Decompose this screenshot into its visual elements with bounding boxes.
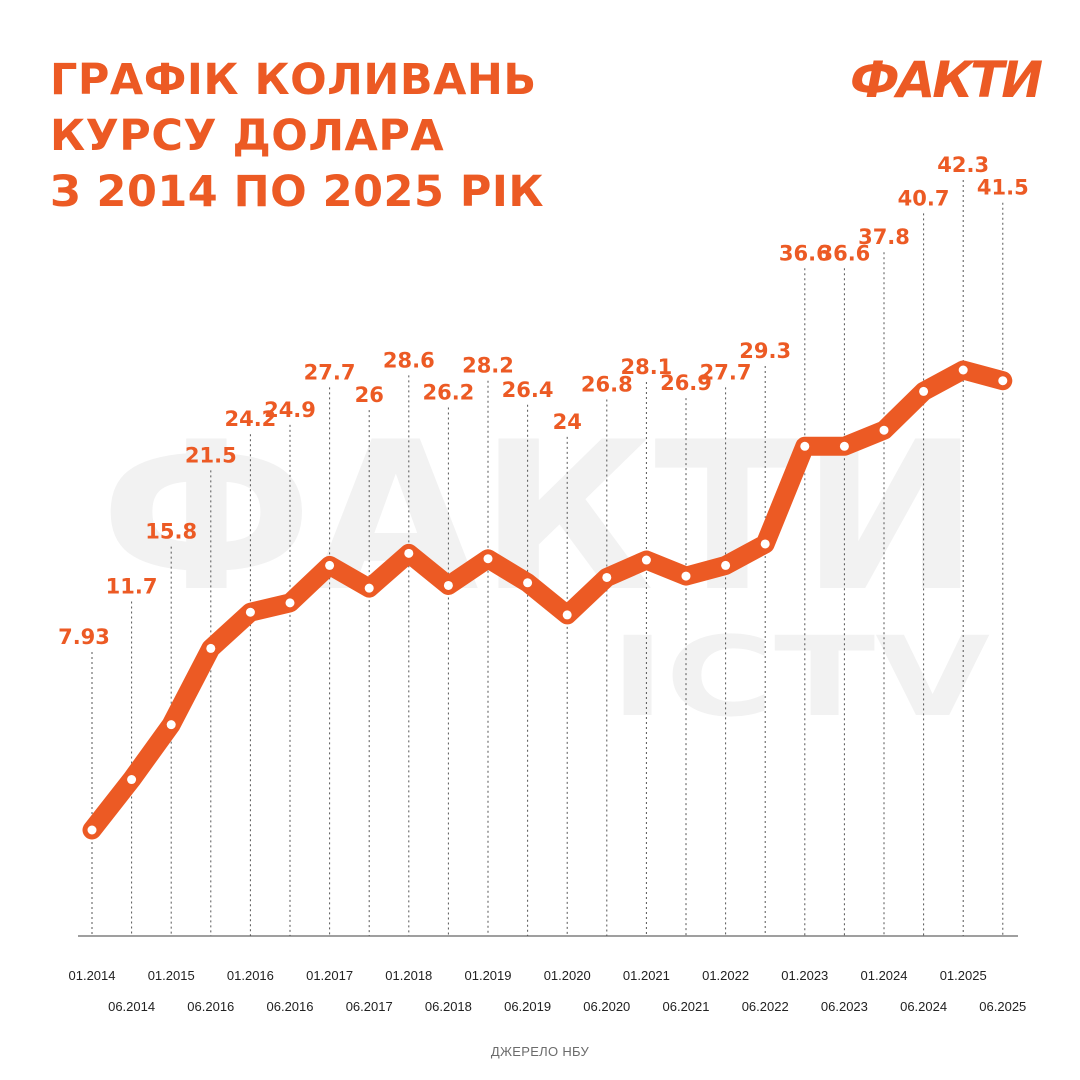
data-point: [760, 539, 770, 549]
data-point: [839, 441, 849, 451]
data-label: 27.7: [700, 360, 752, 384]
data-point: [919, 386, 929, 396]
data-label: 26.9: [660, 371, 712, 395]
data-label: 11.7: [106, 575, 158, 599]
x-tick-label: 06.2019: [504, 999, 551, 1014]
data-label: 37.8: [858, 225, 910, 249]
data-label: 27.7: [304, 360, 356, 384]
data-label: 28.6: [383, 348, 435, 372]
data-point: [958, 365, 968, 375]
data-label: 26.4: [502, 378, 554, 402]
watermark-subtext: ICTV: [610, 613, 990, 741]
x-tick-label: 06.2014: [108, 999, 155, 1014]
data-point: [523, 578, 533, 588]
series-line: [82, 360, 1013, 840]
x-tick-label: 06.2024: [900, 999, 947, 1014]
data-label: 26.2: [422, 380, 474, 404]
title-line-3: З 2014 ПО 2025 РІК: [50, 167, 544, 217]
data-point: [721, 560, 731, 570]
x-tick-label: 06.2016: [187, 999, 234, 1014]
data-point: [245, 607, 255, 617]
data-point: [641, 555, 651, 565]
title-line-1: ГРАФІК КОЛИВАНЬ: [50, 55, 537, 105]
data-label: 24.9: [264, 398, 316, 422]
data-points: [87, 365, 1008, 835]
x-tick-label: 01.2019: [465, 968, 512, 983]
data-point: [800, 441, 810, 451]
data-point: [483, 554, 493, 564]
title-line-2: КУРСУ ДОЛАРА: [50, 111, 445, 161]
data-label: 42.3: [937, 153, 989, 177]
x-tick-label: 01.2016: [227, 968, 274, 983]
data-point: [285, 598, 295, 608]
data-point: [681, 571, 691, 581]
x-tick-label: 01.2014: [69, 968, 116, 983]
source-note: ДЖЕРЕЛО НБУ: [490, 1044, 590, 1059]
x-tick-label: 01.2020: [544, 968, 591, 983]
data-label: 36.6: [779, 241, 831, 265]
data-label: 26.8: [581, 372, 633, 396]
data-label: 26: [355, 383, 384, 407]
x-tick-label: 01.2025: [940, 968, 987, 983]
data-point: [443, 580, 453, 590]
x-tick-label: 06.2016: [267, 999, 314, 1014]
drop-lines: [91, 180, 1004, 936]
data-label: 24.2: [224, 407, 276, 431]
x-tick-label: 01.2024: [861, 968, 908, 983]
data-point: [206, 643, 216, 653]
data-label: 41.5: [977, 176, 1029, 200]
data-point: [166, 720, 176, 730]
x-tick-label: 01.2017: [306, 968, 353, 983]
data-labels: 7.9311.715.821.524.224.927.72628.626.228…: [58, 153, 1029, 649]
x-tick-label: 06.2021: [663, 999, 710, 1014]
x-tick-label: 06.2022: [742, 999, 789, 1014]
x-tick-label: 06.2023: [821, 999, 868, 1014]
data-point: [562, 610, 572, 620]
x-tick-labels: 01.2014 06.2014 01.2015 06.2016 01.2016 06.20…: [69, 968, 1027, 1014]
data-label: 7.93: [58, 625, 110, 649]
x-tick-label: 01.2022: [702, 968, 749, 983]
data-label: 29.3: [739, 339, 791, 363]
brand-logo: ФАКТИ: [850, 51, 1043, 109]
data-point: [325, 560, 335, 570]
x-tick-label: 06.2025: [979, 999, 1026, 1014]
page-title: ГРАФІК КОЛИВАНЬ КУРСУ ДОЛАРА З 2014 ПО 2…: [50, 52, 544, 220]
data-point: [364, 583, 374, 593]
data-point: [404, 548, 414, 558]
x-tick-label: 01.2021: [623, 968, 670, 983]
x-tick-label: 01.2023: [781, 968, 828, 983]
data-point: [127, 775, 137, 785]
x-tick-label: 06.2017: [346, 999, 393, 1014]
series-polyline: [82, 360, 1013, 840]
x-tick-label: 06.2020: [583, 999, 630, 1014]
data-label: 21.5: [185, 443, 237, 467]
data-label: 15.8: [145, 520, 197, 544]
data-label: 28.2: [462, 354, 514, 378]
data-label: 40.7: [898, 186, 950, 210]
x-tick-label: 06.2018: [425, 999, 472, 1014]
data-point: [87, 825, 97, 835]
data-label: 28.1: [620, 355, 672, 379]
data-label: 36.6: [818, 241, 870, 265]
data-point: [602, 572, 612, 582]
x-tick-label: 01.2018: [385, 968, 432, 983]
data-point: [879, 425, 889, 435]
x-tick-label: 01.2015: [148, 968, 195, 983]
data-label: 24: [553, 410, 582, 434]
data-point: [998, 376, 1008, 386]
